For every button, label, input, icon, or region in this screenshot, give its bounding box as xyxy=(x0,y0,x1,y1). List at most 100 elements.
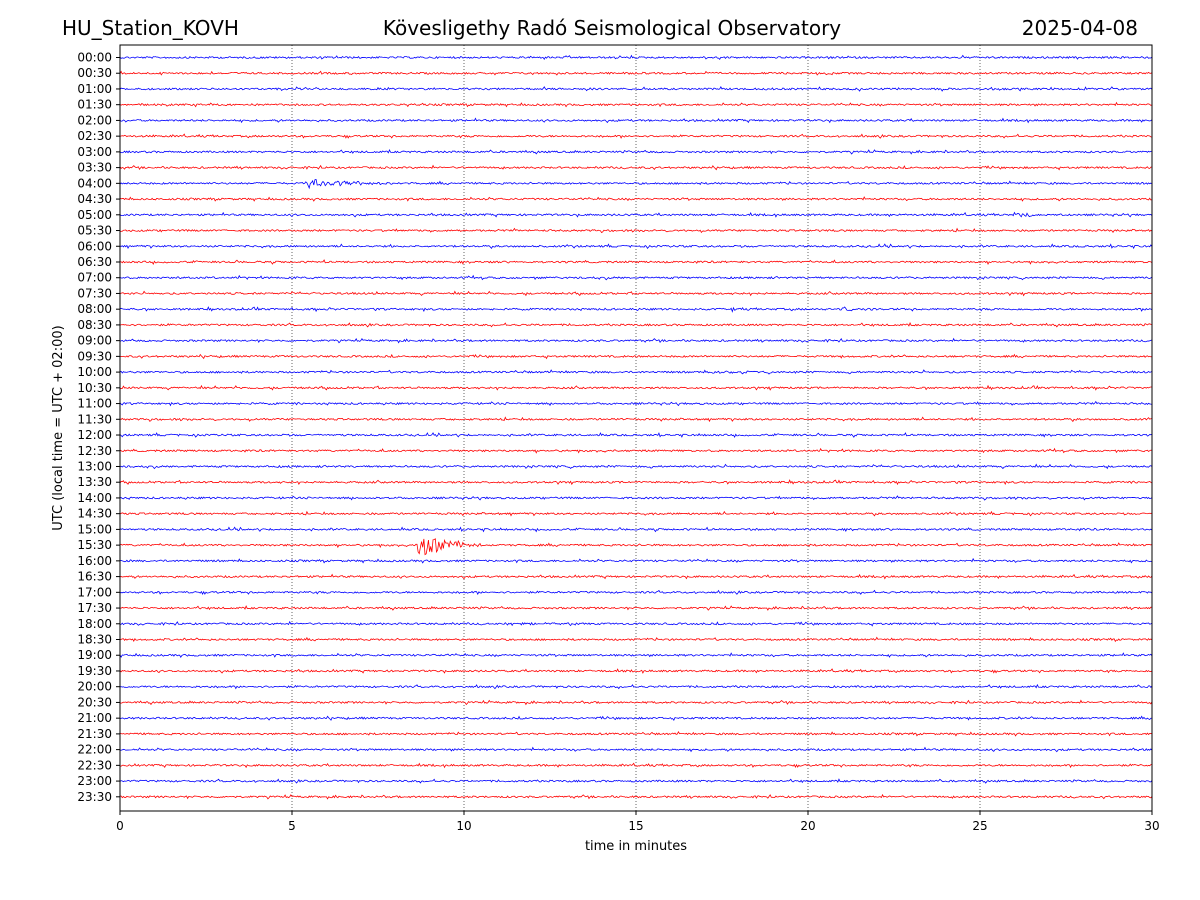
trace-group xyxy=(119,54,1153,800)
trace-0300 xyxy=(119,148,1153,155)
trace-0700 xyxy=(119,274,1153,281)
trace-0930 xyxy=(119,353,1153,360)
row-label: 05:00 xyxy=(77,208,112,222)
row-label: 02:00 xyxy=(77,113,112,127)
trace-1200 xyxy=(119,432,1153,438)
row-label: 04:00 xyxy=(77,176,112,190)
trace-1100 xyxy=(119,400,1153,407)
trace-1430 xyxy=(119,510,1153,517)
row-label: 03:30 xyxy=(77,161,112,175)
trace-1930 xyxy=(119,668,1153,674)
trace-0230 xyxy=(119,133,1153,139)
row-label: 18:00 xyxy=(77,617,112,631)
trace-0030 xyxy=(119,70,1153,76)
row-label: 15:00 xyxy=(77,522,112,536)
trace-1630 xyxy=(119,573,1153,580)
trace-2230 xyxy=(119,762,1153,769)
trace-2300 xyxy=(119,778,1153,784)
trace-0630 xyxy=(119,259,1153,265)
trace-0400 xyxy=(119,178,1153,190)
row-label: 22:30 xyxy=(77,758,112,772)
x-tick-label: 0 xyxy=(116,819,124,833)
trace-1130 xyxy=(119,416,1153,423)
row-label: 07:00 xyxy=(77,271,112,285)
row-label: 01:30 xyxy=(77,98,112,112)
row-label: 22:00 xyxy=(77,743,112,757)
trace-1530 xyxy=(119,538,1153,556)
trace-0800 xyxy=(119,306,1153,313)
row-label: 08:00 xyxy=(77,302,112,316)
trace-0530 xyxy=(119,227,1153,234)
trace-1500 xyxy=(119,526,1153,533)
row-label: 20:30 xyxy=(77,695,112,709)
row-label: 05:30 xyxy=(77,224,112,238)
trace-1330 xyxy=(119,479,1153,486)
trace-2030 xyxy=(119,699,1153,706)
trace-2130 xyxy=(119,731,1153,737)
row-label: 06:30 xyxy=(77,255,112,269)
trace-0430 xyxy=(119,196,1153,202)
date-title: 2025-04-08 xyxy=(1022,16,1138,40)
row-label: 23:00 xyxy=(77,774,112,788)
trace-1030 xyxy=(119,384,1153,391)
row-label: 11:30 xyxy=(77,412,112,426)
trace-1400 xyxy=(119,495,1153,501)
trace-0730 xyxy=(119,290,1153,297)
x-tick-label: 30 xyxy=(1144,819,1159,833)
trace-1230 xyxy=(119,447,1153,454)
x-tick-label: 5 xyxy=(288,819,296,833)
x-axis-label: time in minutes xyxy=(585,839,687,854)
trace-0500 xyxy=(119,211,1153,218)
row-label: 13:30 xyxy=(77,475,112,489)
row-label: 00:00 xyxy=(77,51,112,65)
row-label: 16:30 xyxy=(77,570,112,584)
trace-0100 xyxy=(119,86,1153,92)
row-label: 08:30 xyxy=(77,318,112,332)
row-label: 11:00 xyxy=(77,397,112,411)
row-label: 06:00 xyxy=(77,239,112,253)
row-label: 02:30 xyxy=(77,129,112,143)
row-label: 12:30 xyxy=(77,444,112,458)
row-label: 17:30 xyxy=(77,601,112,615)
trace-0830 xyxy=(119,322,1153,328)
y-axis-label: UTC (local time = UTC + 02:00) xyxy=(51,325,66,530)
row-label: 15:30 xyxy=(77,538,112,552)
trace-1000 xyxy=(119,369,1153,375)
trace-2100 xyxy=(119,715,1153,721)
station-title: HU_Station_KOVH xyxy=(62,16,239,40)
row-label: 19:00 xyxy=(77,648,112,662)
x-tick-label: 20 xyxy=(800,819,815,833)
trace-1300 xyxy=(119,463,1153,470)
x-tick-label: 25 xyxy=(972,819,987,833)
row-label: 03:00 xyxy=(77,145,112,159)
row-label: 10:30 xyxy=(77,381,112,395)
trace-0130 xyxy=(119,101,1153,108)
row-label: 04:30 xyxy=(77,192,112,206)
row-label: 09:00 xyxy=(77,334,112,348)
row-label: 09:30 xyxy=(77,349,112,363)
trace-2330 xyxy=(119,793,1153,800)
row-label: 10:00 xyxy=(77,365,112,379)
trace-1730 xyxy=(119,605,1153,611)
trace-0600 xyxy=(119,243,1153,250)
trace-0330 xyxy=(119,164,1153,171)
row-label: 18:30 xyxy=(77,633,112,647)
x-tick-label: 15 xyxy=(628,819,643,833)
row-label: 14:30 xyxy=(77,507,112,521)
row-label: 16:00 xyxy=(77,554,112,568)
trace-1600 xyxy=(119,557,1153,564)
trace-1800 xyxy=(119,620,1153,627)
row-label: 13:00 xyxy=(77,459,112,473)
x-tick-label: 10 xyxy=(456,819,471,833)
row-label: 21:00 xyxy=(77,711,112,725)
row-label: 01:00 xyxy=(77,82,112,96)
row-label: 19:30 xyxy=(77,664,112,678)
observatory-title: Kövesligethy Radó Seismological Observat… xyxy=(383,16,841,40)
row-label: 20:00 xyxy=(77,680,112,694)
trace-0000 xyxy=(119,54,1153,61)
trace-1700 xyxy=(119,589,1153,596)
trace-2000 xyxy=(119,683,1153,690)
row-label: 12:00 xyxy=(77,428,112,442)
